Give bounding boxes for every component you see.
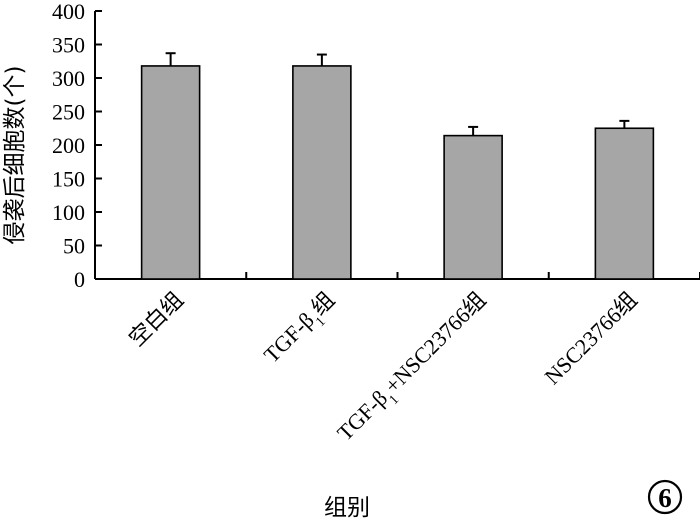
y-axis-label: 侵袭后细胞数(个) (2, 66, 28, 245)
x-tick-label-3: TGF-β1+NSC23766组 (332, 287, 495, 450)
y-tick-label-400: 400 (52, 0, 85, 24)
x-tick-label-1: 空白组 (124, 287, 188, 351)
y-tick-label-350: 350 (52, 33, 85, 58)
y-tick-label-300: 300 (52, 66, 85, 91)
panel-label: 6 (658, 483, 672, 513)
y-tick-label-250: 250 (52, 100, 85, 125)
panel-badge: 6 (647, 479, 683, 515)
x-tick-label-2: TGF-β1组 (259, 287, 344, 372)
bar-4 (594, 127, 655, 280)
plot-area: 0 50 100 150 200 250 300 350 400 空白组 TGF-β1组TGF-β1… (52, 0, 700, 450)
x-tick-label-4: NSC23766组 (540, 287, 642, 389)
bar-3 (443, 134, 503, 280)
y-tick-label-200: 200 (52, 133, 85, 158)
x-axis-label: 组别 (324, 495, 370, 521)
panel-badge-circle (647, 479, 683, 515)
bar-2 (292, 65, 352, 280)
bar-1 (140, 65, 201, 280)
y-tick-label-50: 50 (63, 234, 85, 259)
y-tick-label-150: 150 (52, 167, 85, 192)
y-tick-label-100: 100 (52, 200, 85, 225)
y-tick-label-0: 0 (74, 267, 85, 292)
